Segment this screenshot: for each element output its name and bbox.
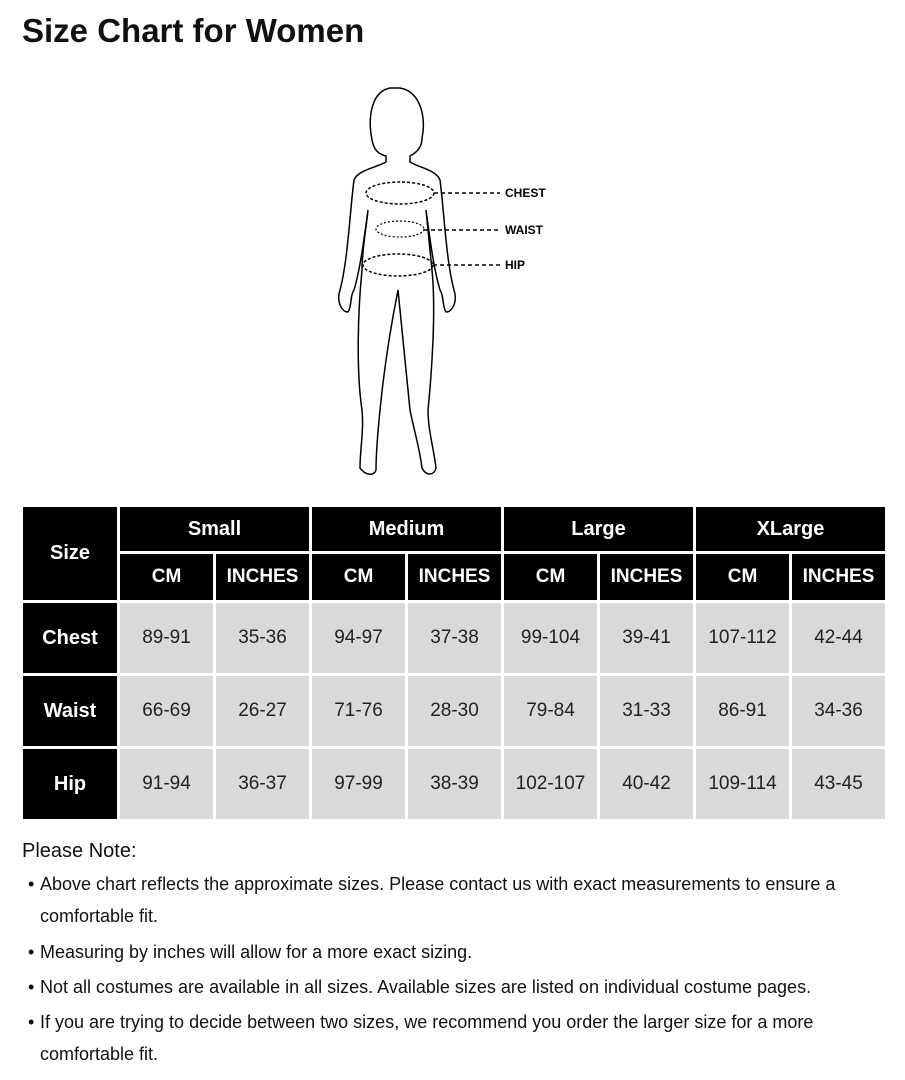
unit-cm-header: CM	[312, 554, 405, 600]
table-row: Chest 89-91 35-36 94-97 37-38 99-104 39-41 107-…	[23, 603, 885, 673]
body-measurement-figure: CHEST WAIST HIP	[337, 87, 546, 475]
note-item: • If you are trying to decide between two…	[28, 1012, 814, 1064]
table-cell: 66-69	[120, 676, 213, 746]
size-medium-header: Medium	[312, 507, 501, 551]
body-outline	[337, 87, 457, 475]
hip-label: HIP	[505, 258, 525, 272]
size-chart-table: Size Small Medium Large XLarge CM INCHES…	[20, 504, 888, 822]
table-cell: 38-39	[408, 749, 501, 819]
row-label: Hip	[23, 749, 117, 819]
table-row: Hip 91-94 36-37 97-99 38-39 102-107 40-42 109-1…	[23, 749, 885, 819]
unit-inches-header: INCHES	[600, 554, 693, 600]
table-row: Waist 66-69 26-27 71-76 28-30 79-84 31-33 86-91…	[23, 676, 885, 746]
notes-title: Please Note:	[22, 840, 137, 862]
table-cell: 94-97	[312, 603, 405, 673]
hip-loop	[362, 253, 434, 277]
row-label: Chest	[23, 603, 117, 673]
table-cell: 37-38	[408, 603, 501, 673]
table-cell: 42-44	[792, 603, 885, 673]
table-cell: 26-27	[216, 676, 309, 746]
table-cell: 40-42	[600, 749, 693, 819]
unit-cm-header: CM	[504, 554, 597, 600]
unit-inches-header: INCHES	[792, 554, 885, 600]
table-cell: 91-94	[120, 749, 213, 819]
size-large-header: Large	[504, 507, 693, 551]
size-xlarge-header: XLarge	[696, 507, 885, 551]
unit-inches-header: INCHES	[408, 554, 501, 600]
unit-cm-header: CM	[120, 554, 213, 600]
waist-label: WAIST	[505, 223, 544, 237]
table-cell: 35-36	[216, 603, 309, 673]
table-cell: 79-84	[504, 676, 597, 746]
table-cell: 34-36	[792, 676, 885, 746]
table-cell: 36-37	[216, 749, 309, 819]
waist-loop	[375, 220, 425, 238]
table-cell: 109-114	[696, 749, 789, 819]
note-item: • Above chart reflects the approximate si…	[28, 874, 836, 926]
chest-loop	[365, 181, 435, 205]
row-label: Waist	[23, 676, 117, 746]
table-cell: 102-107	[504, 749, 597, 819]
size-small-header: Small	[120, 507, 309, 551]
table-cell: 86-91	[696, 676, 789, 746]
page-title: Size Chart for Women	[22, 12, 365, 49]
chest-label: CHEST	[505, 186, 546, 200]
table-cell: 99-104	[504, 603, 597, 673]
table-cell: 97-99	[312, 749, 405, 819]
table-cell: 43-45	[792, 749, 885, 819]
note-item: • Measuring by inches will allow for a mo…	[28, 942, 473, 962]
unit-inches-header: INCHES	[216, 554, 309, 600]
table-cell: 71-76	[312, 676, 405, 746]
unit-cm-header: CM	[696, 554, 789, 600]
table-cell: 31-33	[600, 676, 693, 746]
size-header: Size	[23, 507, 117, 600]
table-cell: 39-41	[600, 603, 693, 673]
table-cell: 107-112	[696, 603, 789, 673]
table-cell: 89-91	[120, 603, 213, 673]
table-cell: 28-30	[408, 676, 501, 746]
note-item: • Not all costumes are available in all s…	[28, 977, 812, 997]
